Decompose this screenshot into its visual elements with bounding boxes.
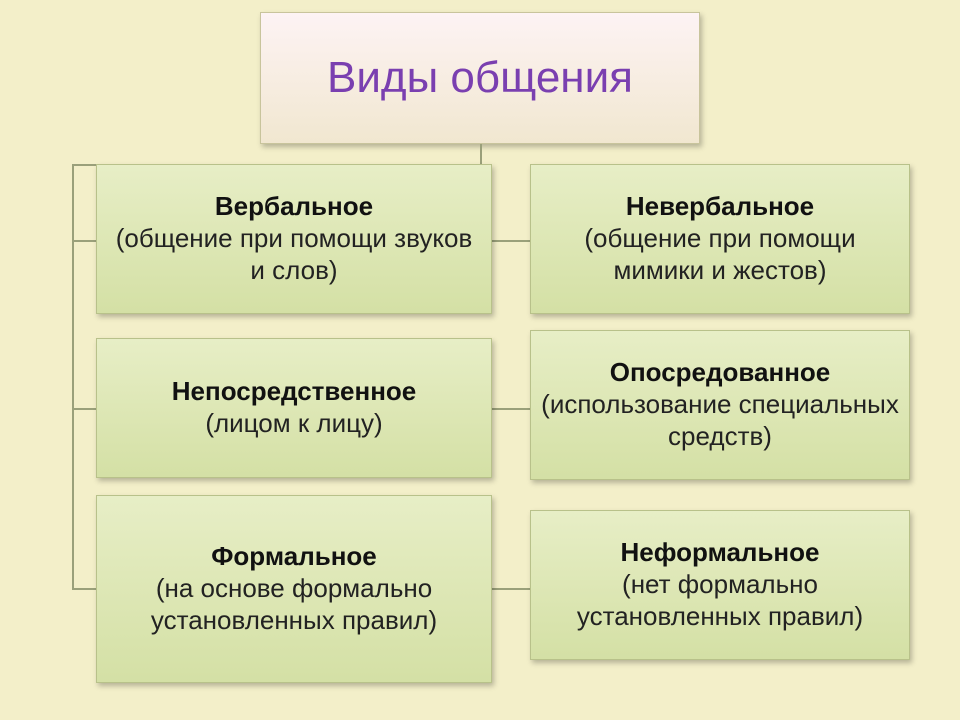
cell-title: Непосредственное (172, 376, 417, 408)
cell-title: Вербальное (215, 191, 373, 223)
connector (72, 240, 96, 242)
connector (72, 408, 96, 410)
cell-desc: (лицом к лицу) (205, 408, 382, 440)
cell-title: Неформальное (621, 537, 820, 569)
connector (72, 588, 96, 590)
cell-2-right: Неформальное(нет формально установленных… (530, 510, 910, 660)
cell-desc: (нет формально установленных правил) (541, 569, 899, 632)
cell-desc: (на основе формально установленных прави… (107, 573, 481, 636)
cell-title: Формальное (211, 541, 377, 573)
cell-1-left: Непосредственное(лицом к лицу) (96, 338, 492, 478)
cell-title: Опосредованное (610, 357, 831, 389)
cell-desc: (общение при помощи мимики и жестов) (541, 223, 899, 286)
cell-2-left: Формальное(на основе формально установле… (96, 495, 492, 683)
title-box: Виды общения (260, 12, 700, 144)
cell-0-left: Вербальное(общение при помощи звуков и с… (96, 164, 492, 314)
connector (492, 240, 530, 242)
cell-desc: (общение при помощи звуков и слов) (107, 223, 481, 286)
connector (492, 408, 530, 410)
title-text: Виды общения (327, 54, 633, 102)
cell-title: Невербальное (626, 191, 814, 223)
cell-0-right: Невербальное(общение при помощи мимики и… (530, 164, 910, 314)
cell-desc: (использование специальных средств) (541, 389, 899, 452)
connector (480, 144, 482, 164)
connector (72, 164, 74, 588)
cell-1-right: Опосредованное(использование специальных… (530, 330, 910, 480)
connector (492, 588, 530, 590)
